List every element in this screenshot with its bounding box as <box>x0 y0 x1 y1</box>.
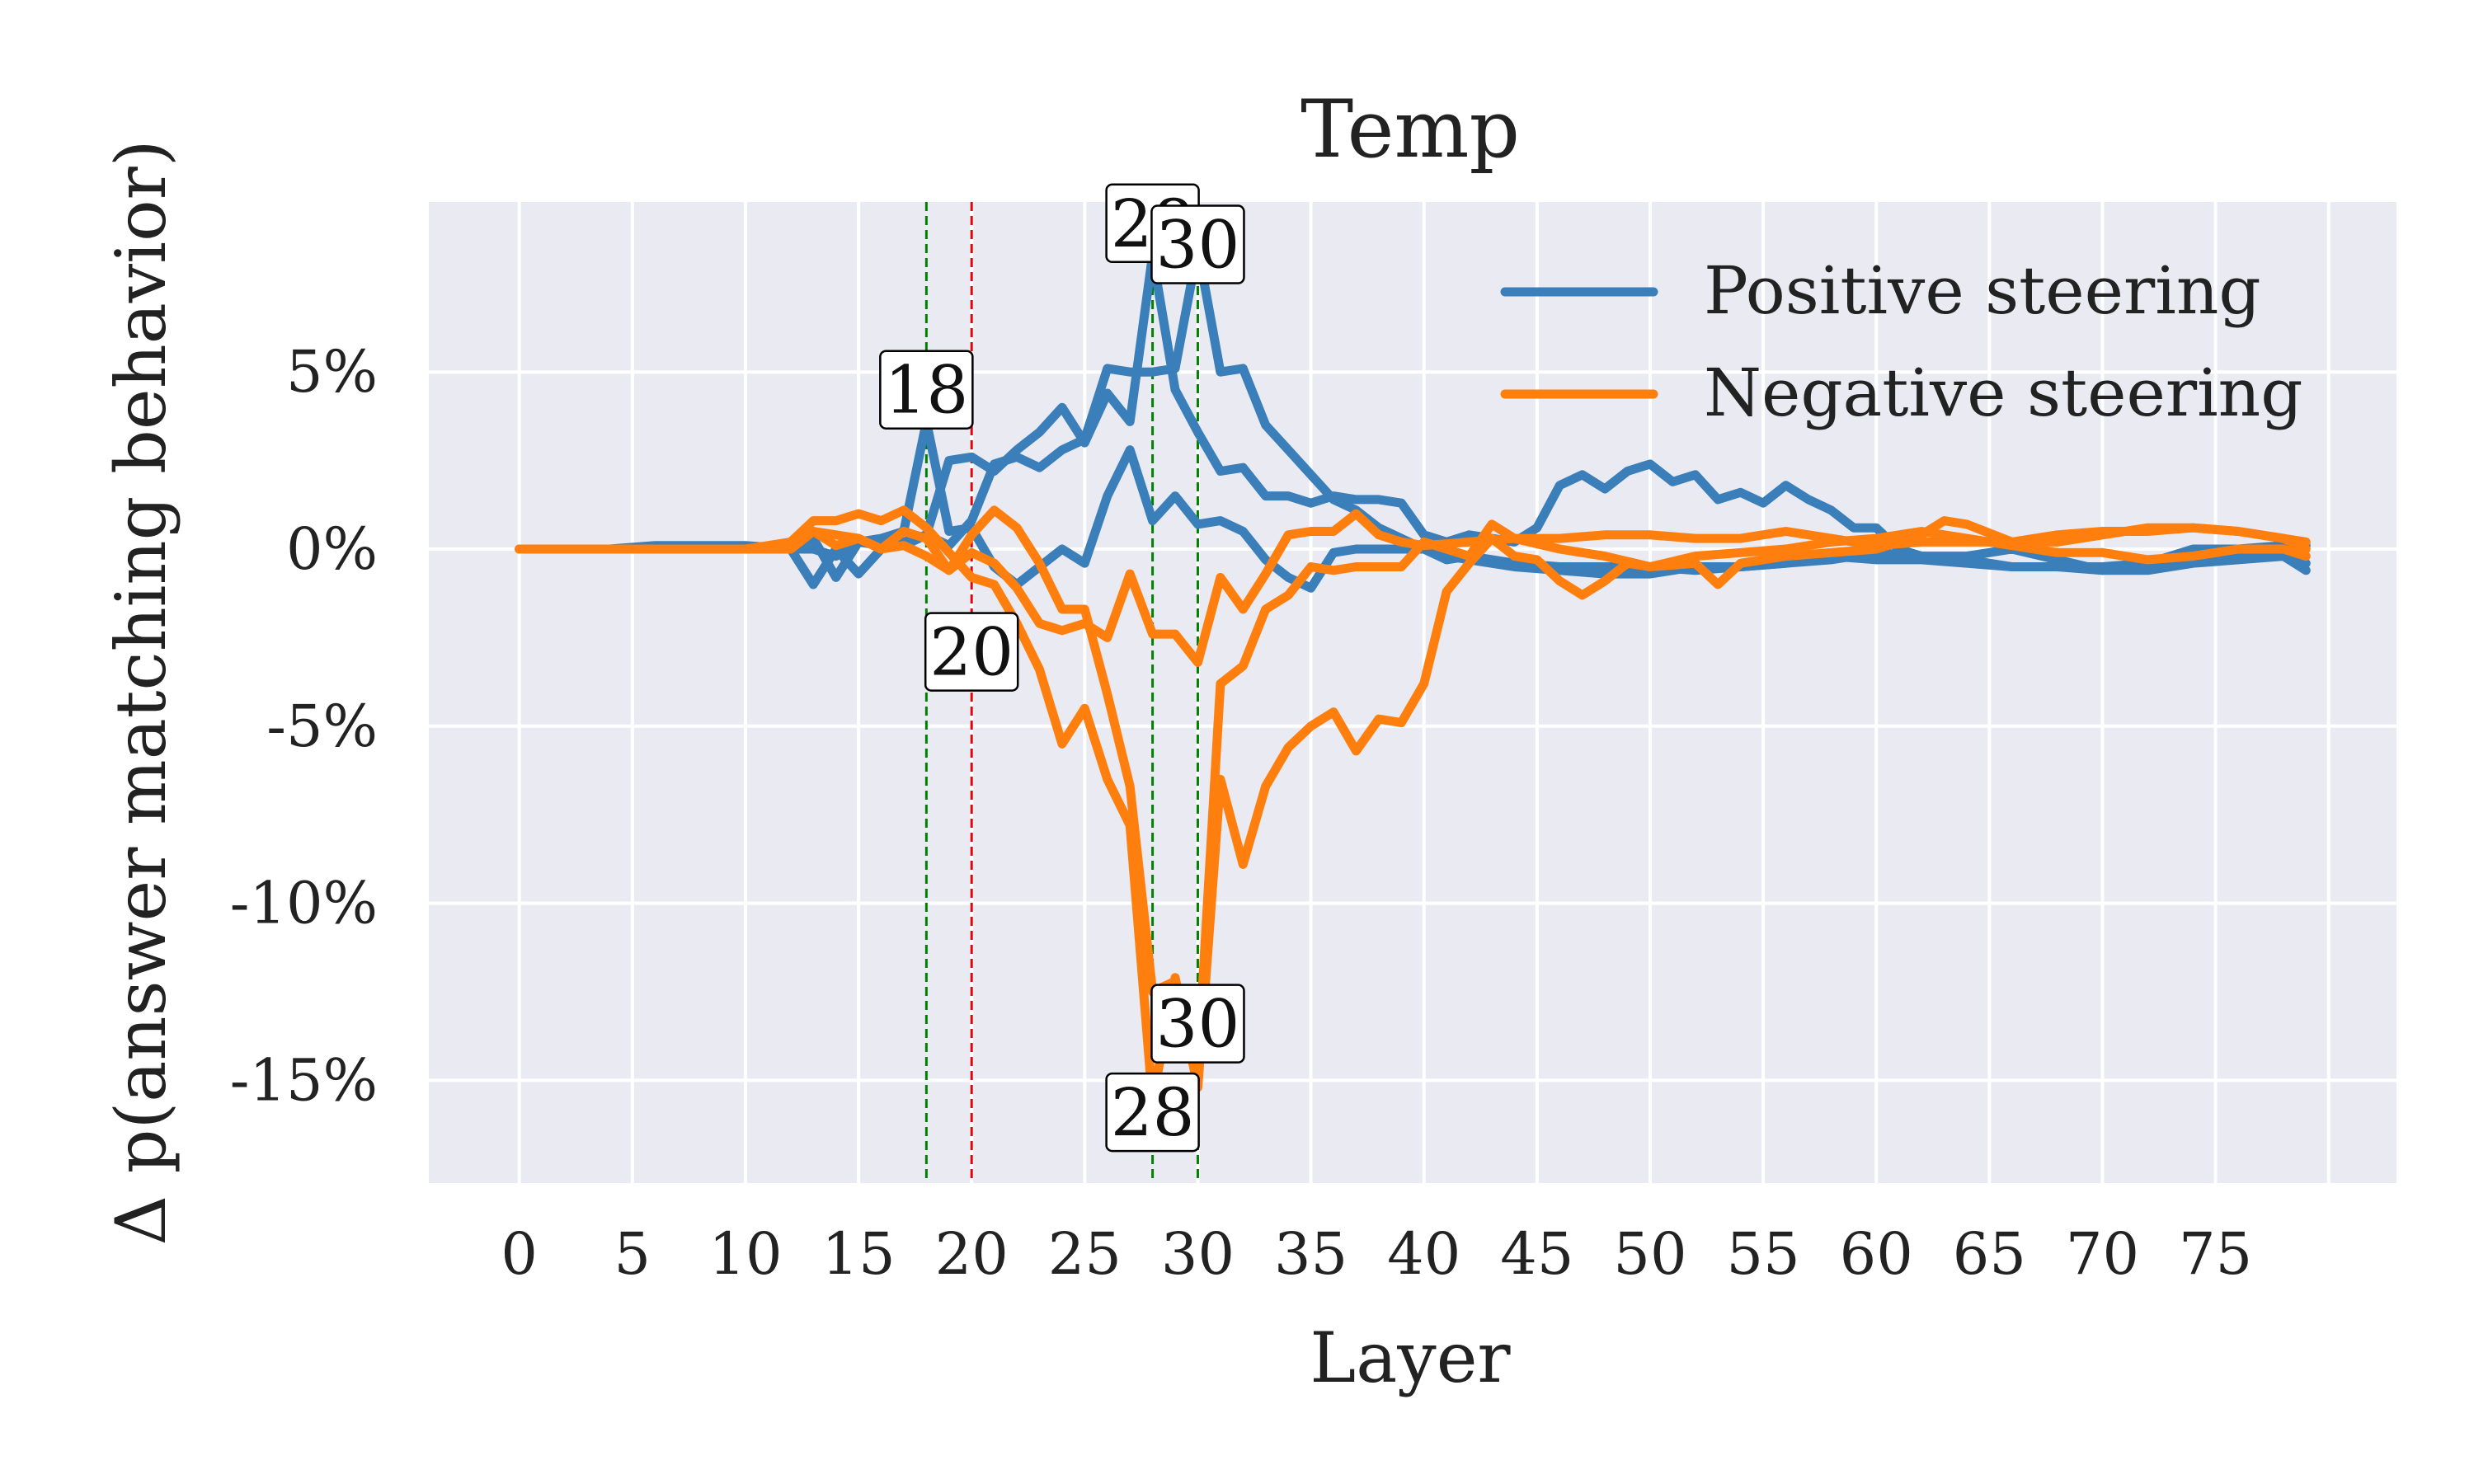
x-tick-label: 0 <box>501 1220 538 1288</box>
annotation-box <box>924 612 1019 692</box>
layer-annotation: 30 <box>1150 984 1245 1064</box>
x-axis-label: Layer <box>1310 1317 1511 1398</box>
annotation-box <box>1150 204 1245 284</box>
annotation-label: 30 <box>1156 207 1240 284</box>
series-lines <box>515 243 2311 1106</box>
chart-title: Temp <box>1300 83 1520 176</box>
x-tick-labels: 0 5 10 15 20 25 30 35 40 45 50 55 60 65 70 75 <box>501 1220 2252 1288</box>
annotation-box <box>879 350 974 430</box>
x-tick-label: 15 <box>822 1220 896 1288</box>
y-tick-label: 5% <box>286 338 378 406</box>
layer-annotation: 28 <box>1105 1072 1200 1153</box>
annotation-label: 20 <box>929 614 1014 691</box>
y-tick-label: -5% <box>266 693 378 760</box>
legend-label-negative: Negative steering <box>1704 355 2302 431</box>
x-tick-label: 35 <box>1274 1220 1348 1288</box>
x-tick-label: 55 <box>1727 1220 1800 1288</box>
annotation-label: 28 <box>1111 1074 1195 1151</box>
x-tick-label: 50 <box>1613 1220 1686 1288</box>
legend-label-positive: Positive steering <box>1704 252 2261 329</box>
x-tick-label: 5 <box>614 1220 651 1288</box>
x-tick-label: 25 <box>1048 1220 1122 1288</box>
annotations: 182830203028 <box>879 183 1245 1153</box>
legend: Positive steering Negative steering <box>1500 252 2302 431</box>
annotation-box <box>1105 1072 1200 1153</box>
x-tick-label: 30 <box>1161 1220 1235 1288</box>
layer-annotation: 20 <box>924 612 1019 692</box>
x-tick-label: 70 <box>2066 1220 2139 1288</box>
annotation-label: 18 <box>884 352 968 429</box>
x-tick-label: 20 <box>935 1220 1009 1288</box>
x-tick-label: 45 <box>1500 1220 1573 1288</box>
x-tick-label: 65 <box>1953 1220 2026 1288</box>
plot-background <box>429 202 2396 1183</box>
layer-annotation: 30 <box>1150 204 1245 284</box>
y-axis-label: Δ p(answer matching behavior) <box>101 139 181 1245</box>
layer-annotation: 18 <box>879 350 974 430</box>
x-tick-label: 40 <box>1387 1220 1460 1288</box>
series-line <box>515 505 2311 1071</box>
y-tick-label: -10% <box>230 870 378 937</box>
annotation-label: 30 <box>1156 986 1240 1063</box>
annotation-box <box>1150 984 1245 1064</box>
y-tick-labels: 5% 0% -5% -10% -15% <box>230 338 378 1114</box>
y-tick-label: 0% <box>286 515 378 583</box>
x-tick-label: 60 <box>1840 1220 1913 1288</box>
x-tick-label: 10 <box>708 1220 782 1288</box>
y-tick-label: -15% <box>230 1046 378 1114</box>
x-tick-label: 75 <box>2179 1220 2252 1288</box>
